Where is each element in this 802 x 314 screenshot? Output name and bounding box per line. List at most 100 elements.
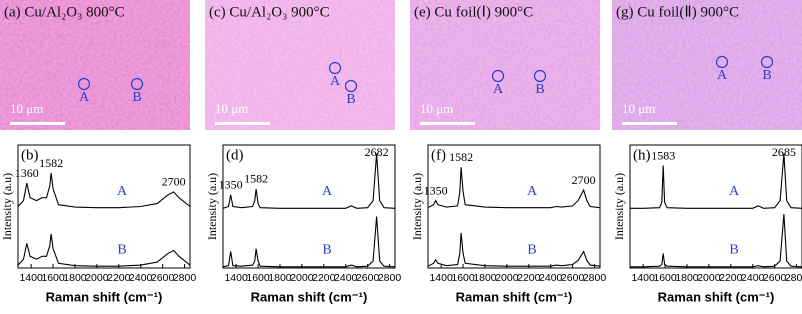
micrograph-texture: [612, 0, 802, 130]
series-label: B: [117, 243, 126, 258]
series-label: A: [322, 184, 333, 199]
series-label: B: [729, 243, 738, 258]
x-axis-label: Raman shift (cm⁻¹): [456, 289, 573, 304]
x-tick-label: 2400: [129, 272, 153, 284]
spot-marker: [491, 69, 505, 83]
series-label: B: [527, 243, 536, 258]
x-axis-label: Raman shift (cm⁻¹): [46, 289, 163, 304]
x-tick-label: 2600: [151, 272, 175, 284]
x-tick-label: 2800: [173, 272, 197, 284]
y-axis-label: Intensity (a.u): [205, 173, 219, 240]
series-label: A: [117, 184, 128, 199]
peak-label: 2700: [572, 173, 596, 187]
series-label: A: [527, 184, 538, 199]
scale-label: 10 μm: [10, 101, 43, 116]
spot-label: A: [717, 68, 728, 83]
series-label: B: [322, 243, 331, 258]
panel-title: (e) Cu foil(Ⅰ) 900°C: [414, 4, 533, 20]
micrograph-texture: [205, 0, 395, 130]
panel-label: (b): [21, 147, 39, 163]
x-axis-label: Raman shift (cm⁻¹): [658, 289, 775, 304]
spot-marker: [344, 79, 358, 93]
x-tick-label: 2200: [719, 272, 743, 284]
peak-label: 2700: [162, 175, 186, 189]
scale-bar: [10, 122, 65, 125]
x-tick-label: 2000: [85, 272, 109, 284]
peak-label: 1583: [651, 148, 675, 162]
spot-label: A: [493, 82, 504, 97]
x-tick-label: 1400: [224, 272, 248, 284]
spot-label: B: [132, 90, 141, 105]
x-tick-label: 2000: [495, 272, 519, 284]
spectrum-line: [222, 216, 396, 268]
scale-label: 10 μm: [622, 101, 655, 116]
x-tick-label: 2600: [356, 272, 380, 284]
x-tick-label: 2600: [763, 272, 787, 284]
peak-label: 2682: [365, 145, 389, 159]
x-tick-label: 2400: [334, 272, 358, 284]
plot-frame: [629, 144, 802, 269]
x-tick-label: 2200: [312, 272, 336, 284]
x-tick-label: 2800: [785, 272, 802, 284]
scale-bar: [622, 122, 677, 125]
x-tick-label: 1800: [63, 272, 87, 284]
spot-label: B: [762, 68, 771, 83]
peak-label: 1360: [15, 166, 39, 180]
spot-label: B: [346, 92, 355, 107]
panel-title: (a) Cu/Al₂O₃ 800°C: [4, 4, 125, 20]
spectrum-line: [17, 173, 191, 209]
panel-title: (g) Cu foil(Ⅱ) 900°C: [616, 4, 739, 20]
y-axis-label: Intensity (a.u): [0, 173, 14, 240]
x-tick-label: 1400: [19, 272, 43, 284]
spectrum-line: [630, 153, 802, 209]
spot-marker: [533, 69, 547, 83]
peak-label: 1582: [449, 150, 473, 164]
y-axis-label: Intensity (a.u): [410, 173, 424, 240]
x-tick-label: 2800: [378, 272, 402, 284]
x-tick-label: 1400: [429, 272, 453, 284]
panel-label: (f): [431, 147, 446, 163]
spectrum-line: [222, 153, 396, 209]
peak-label: 1350: [219, 178, 243, 192]
scale-bar: [420, 122, 475, 125]
scale-label: 10 μm: [420, 101, 453, 116]
spot-label: A: [330, 74, 341, 89]
peak-label: 1350: [424, 183, 448, 197]
scale-label: 10 μm: [215, 101, 248, 116]
spot-marker: [328, 61, 342, 75]
spectrum-line: [427, 232, 601, 267]
spectrum-line: [17, 233, 191, 267]
x-tick-label: 2200: [107, 272, 131, 284]
peak-label: 1582: [244, 172, 268, 186]
peak-label: 1582: [39, 156, 63, 170]
spot-label: A: [79, 90, 90, 105]
spot-label: B: [535, 82, 544, 97]
x-axis-label: Raman shift (cm⁻¹): [251, 289, 368, 304]
x-tick-label: 2000: [290, 272, 314, 284]
y-axis-label: Intensity (a.u): [612, 173, 626, 240]
spot-marker: [77, 77, 91, 91]
x-tick-label: 1600: [653, 272, 677, 284]
x-tick-label: 1800: [473, 272, 497, 284]
peak-label: 2685: [772, 145, 796, 159]
x-tick-label: 1600: [246, 272, 270, 284]
x-tick-label: 2200: [517, 272, 541, 284]
x-tick-label: 2600: [561, 272, 585, 284]
x-tick-label: 2800: [583, 272, 607, 284]
scale-bar: [215, 122, 270, 125]
x-tick-label: 1600: [451, 272, 475, 284]
x-tick-label: 2000: [697, 272, 721, 284]
micrograph-texture: [410, 0, 600, 130]
x-tick-label: 2400: [539, 272, 563, 284]
x-tick-label: 1800: [675, 272, 699, 284]
panel-label: (h): [633, 147, 651, 163]
plot-frame: [427, 144, 601, 269]
spot-marker: [760, 55, 774, 69]
spot-marker: [715, 55, 729, 69]
x-tick-label: 1600: [41, 272, 65, 284]
plot-frame: [222, 144, 396, 269]
spectrum-line: [427, 167, 601, 209]
series-label: A: [729, 184, 740, 199]
spectrum-line: [630, 214, 802, 268]
